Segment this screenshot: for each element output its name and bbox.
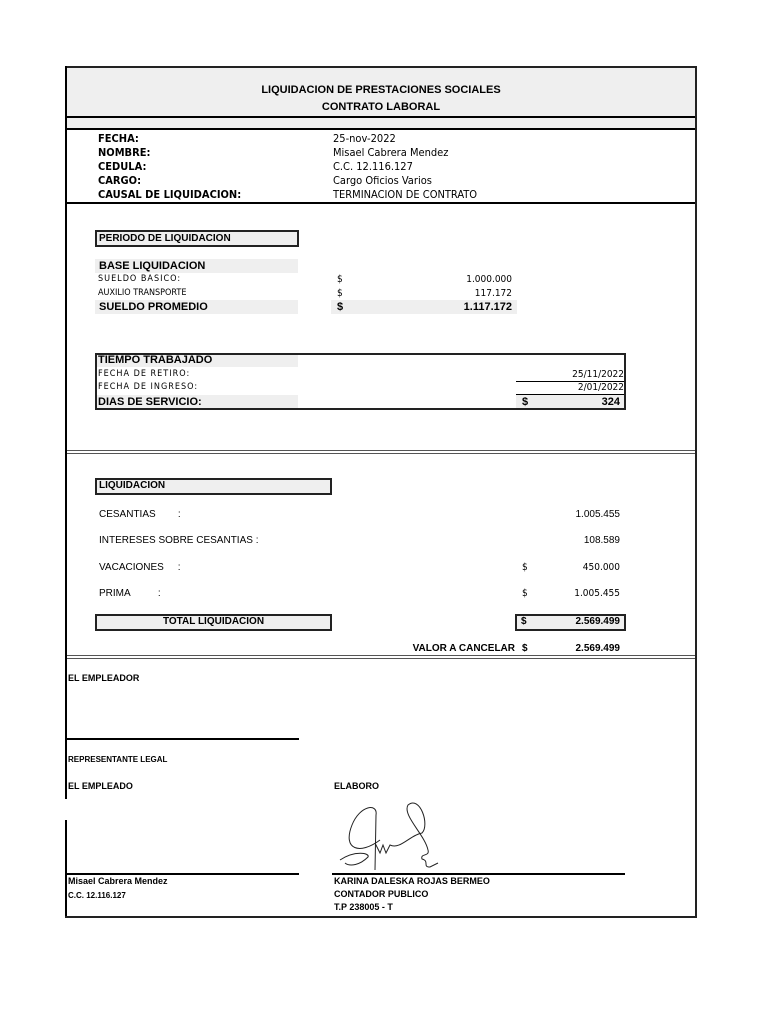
- document-subtitle: CONTRATO LABORAL: [321, 101, 441, 113]
- valor-cancelar-label: VALOR A CANCELAR: [412, 643, 515, 654]
- info-label: CAUSAL DE LIQUIDACION:: [98, 188, 242, 201]
- contador-name: KARINA DALESKA ROJAS BERMEO: [334, 876, 490, 886]
- retiro-value: 25/11/2022: [572, 369, 624, 380]
- total-value: 2.569.499: [575, 616, 621, 627]
- info-value: 25-nov-2022: [333, 132, 396, 145]
- info-label: FECHA:: [98, 132, 139, 145]
- intereses-label: INTERESES SOBRE CESANTIAS :: [99, 535, 259, 546]
- empleador-label: EL EMPLEADOR: [68, 673, 140, 683]
- row-value: 1.000.000: [466, 274, 512, 285]
- contador-tp: T.P 238005 - T: [334, 902, 393, 912]
- retiro-label: FECHA DE RETIRO:: [98, 369, 191, 379]
- liquidacion-title: LIQUIDACION: [99, 480, 166, 491]
- currency: $: [522, 396, 529, 408]
- document-title: LIQUIDACION DE PRESTACIONES SOCIALES: [261, 84, 501, 96]
- currency: $: [522, 588, 528, 599]
- info-value: Cargo Oficios Varios: [333, 174, 432, 187]
- sueldo-promedio-label: SUELDO PROMEDIO: [99, 301, 208, 313]
- tiempo-title: TIEMPO TRABAJADO: [98, 354, 213, 366]
- representante-label: REPRESENTANTE LEGAL: [68, 755, 168, 764]
- contador-title: CONTADOR PUBLICO: [334, 889, 429, 899]
- info-label: NOMBRE:: [98, 146, 151, 159]
- cesantias-label: CESANTIAS :: [99, 509, 181, 520]
- currency: $: [521, 616, 527, 627]
- info-value: Misael Cabrera Mendez: [333, 146, 449, 159]
- valor-cancelar-value: 2.569.499: [575, 643, 621, 654]
- prima-value: 1.005.455: [574, 588, 620, 599]
- vacaciones-label: VACACIONES :: [99, 562, 181, 573]
- total-label: TOTAL LIQUIDACION: [162, 616, 265, 627]
- empleado-cc: C.C. 12.116.127: [68, 891, 126, 900]
- info-label: CARGO:: [98, 174, 142, 187]
- signature-image: [339, 802, 439, 871]
- periodo-title-text: PERIODO DE LIQUIDACION: [99, 233, 231, 244]
- dias-label: DIAS DE SERVICIO:: [98, 396, 202, 408]
- vacaciones-value: 450.000: [582, 562, 620, 573]
- dias-value: 324: [601, 396, 620, 408]
- cesantias-value: 1.005.455: [575, 509, 621, 520]
- row-value: 117.172: [474, 288, 512, 299]
- info-label: CEDULA:: [98, 160, 147, 173]
- ingreso-label: FECHA DE INGRESO:: [98, 382, 199, 392]
- prima-label: PRIMA :: [99, 588, 161, 599]
- row-label: AUXILIO TRANSPORTE: [98, 288, 187, 298]
- info-value: TERMINACION DE CONTRATO: [333, 188, 478, 201]
- empleado-label: EL EMPLEADO: [68, 781, 133, 791]
- currency: $: [522, 562, 528, 573]
- header-band: [67, 68, 695, 116]
- currency: $: [337, 288, 343, 299]
- intereses-value: 108.589: [583, 535, 620, 546]
- ingreso-value: 2/01/2022: [577, 382, 624, 393]
- tiempo-trabajado-box: [95, 353, 626, 410]
- sueldo-promedio-value: 1.117.172: [463, 301, 512, 313]
- info-value: C.C. 12.116.127: [333, 160, 413, 173]
- currency: $: [522, 643, 528, 654]
- row-label: SUELDO BASICO:: [98, 274, 182, 284]
- periodo-title: [95, 230, 299, 247]
- currency: $: [337, 301, 344, 313]
- document-frame: [65, 66, 697, 918]
- elaboro-label: ELABORO: [334, 781, 379, 791]
- base-title: BASE LIQUIDACION: [99, 260, 206, 272]
- currency: $: [337, 274, 343, 285]
- empleado-name: Misael Cabrera Mendez: [68, 876, 168, 886]
